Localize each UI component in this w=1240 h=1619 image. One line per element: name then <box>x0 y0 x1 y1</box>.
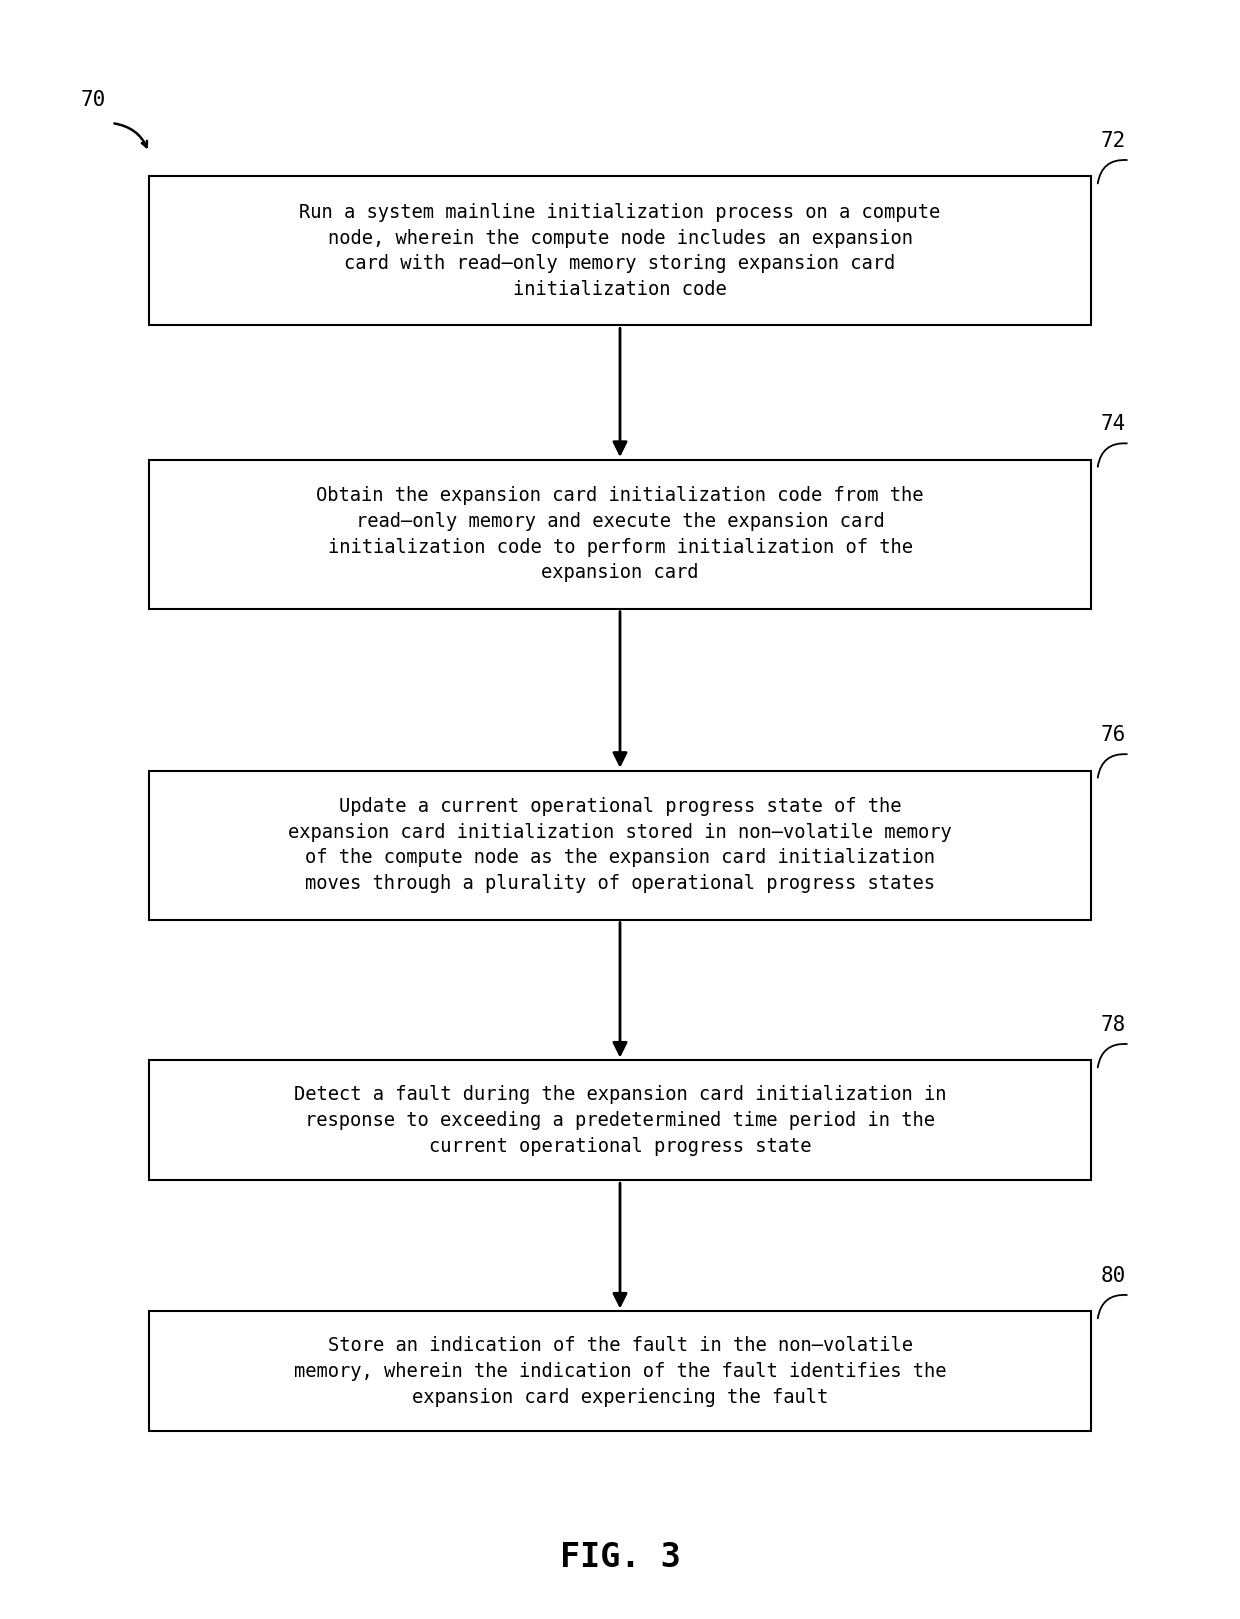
Bar <box>149 460 1091 609</box>
Bar <box>149 1311 1091 1431</box>
Text: Store an indication of the fault in the non–volatile
memory, wherein the indicat: Store an indication of the fault in the … <box>294 1336 946 1407</box>
Text: 70: 70 <box>81 91 105 110</box>
Bar <box>149 1060 1091 1180</box>
Text: FIG. 3: FIG. 3 <box>559 1541 681 1574</box>
Text: Obtain the expansion card initialization code from the
read–only memory and exec: Obtain the expansion card initialization… <box>316 486 924 583</box>
Text: Run a system mainline initialization process on a compute
node, wherein the comp: Run a system mainline initialization pro… <box>299 202 941 300</box>
Text: 76: 76 <box>1101 725 1126 745</box>
Text: 74: 74 <box>1101 414 1126 434</box>
Text: Detect a fault during the expansion card initialization in
response to exceeding: Detect a fault during the expansion card… <box>294 1085 946 1156</box>
Text: 80: 80 <box>1101 1266 1126 1285</box>
Text: Update a current operational progress state of the
expansion card initialization: Update a current operational progress st… <box>288 797 952 894</box>
Text: 72: 72 <box>1101 131 1126 151</box>
Bar <box>149 176 1091 325</box>
Text: 78: 78 <box>1101 1015 1126 1035</box>
Bar <box>149 771 1091 920</box>
